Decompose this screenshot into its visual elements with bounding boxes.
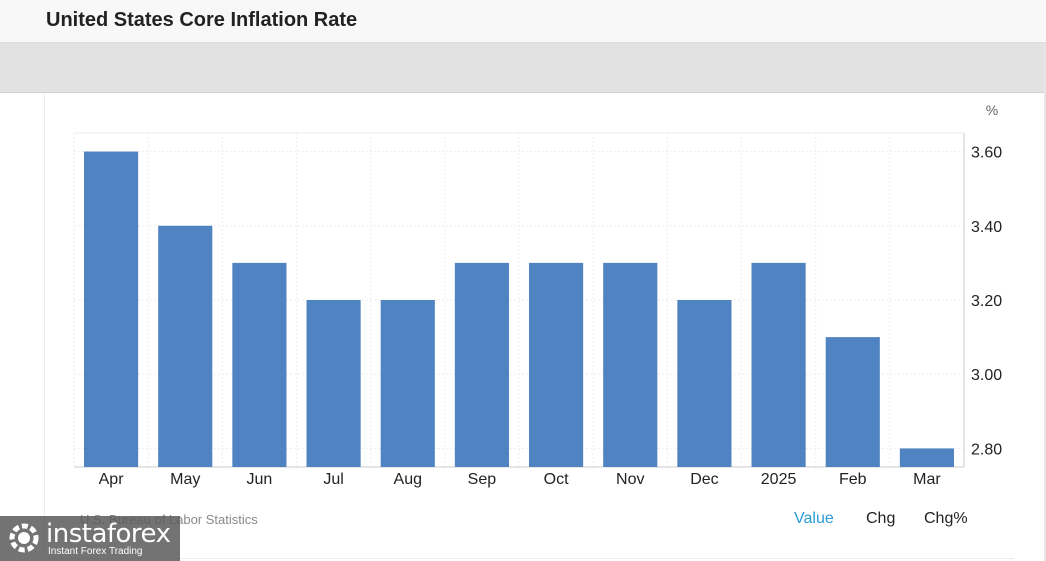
x-tick-label: Dec xyxy=(690,471,718,488)
chart-panel xyxy=(44,93,1014,559)
panel-edge xyxy=(1044,43,1046,561)
bar-nov[interactable] xyxy=(603,262,658,467)
bar-apr[interactable] xyxy=(84,151,139,468)
bar-jul[interactable] xyxy=(306,300,361,467)
x-tick-label: Oct xyxy=(544,471,569,488)
x-tick-label: Mar xyxy=(913,471,941,488)
tab-chg[interactable]: Chg xyxy=(866,510,896,527)
x-tick-label: Sep xyxy=(468,471,497,488)
y-tick-label: 3.00 xyxy=(971,367,1002,384)
x-tick-label: Feb xyxy=(839,471,867,488)
bar-aug[interactable] xyxy=(380,300,435,467)
bar-may[interactable] xyxy=(158,225,213,467)
bar-feb[interactable] xyxy=(825,337,880,467)
page-title: United States Core Inflation Rate xyxy=(46,9,358,31)
bar-jun[interactable] xyxy=(232,262,287,467)
bar-mar[interactable] xyxy=(899,448,954,467)
y-tick-label: 3.40 xyxy=(971,219,1002,236)
x-tick-label: May xyxy=(170,471,200,488)
x-tick-label: 2025 xyxy=(761,471,797,488)
gear-logo-icon xyxy=(9,523,39,553)
x-tick-label: Jul xyxy=(323,471,343,488)
x-tick-label: Jun xyxy=(247,471,273,488)
watermark-tagline: Instant Forex Trading xyxy=(48,546,143,557)
y-tick-label: 3.20 xyxy=(971,293,1002,310)
y-tick-label: 2.80 xyxy=(971,441,1002,458)
bar-sep[interactable] xyxy=(454,262,509,467)
watermark-name: instaforex xyxy=(46,519,171,549)
watermark-logo: instaforex Instant Forex Trading xyxy=(0,516,180,561)
y-unit-label: % xyxy=(986,102,998,118)
tab-value[interactable]: Value xyxy=(794,510,834,527)
y-tick-label: 3.60 xyxy=(971,145,1002,162)
x-tick-label: Aug xyxy=(394,471,422,488)
x-tick-label: Apr xyxy=(99,471,125,488)
bar-dec[interactable] xyxy=(677,300,732,467)
bar-oct[interactable] xyxy=(529,262,584,467)
title-bar: United States Core Inflation Rate xyxy=(0,0,1046,43)
x-tick-label: Nov xyxy=(616,471,644,488)
tab-chg-percent[interactable]: Chg% xyxy=(924,510,968,527)
header-band xyxy=(0,43,1046,93)
bar-2025[interactable] xyxy=(751,262,806,467)
